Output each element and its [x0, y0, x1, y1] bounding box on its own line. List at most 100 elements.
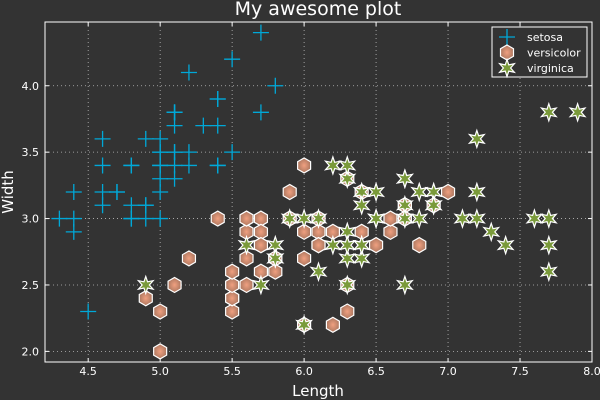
setosa-point	[152, 210, 169, 227]
setosa-point	[108, 184, 125, 200]
axis-ticks: 4.5 5.0 5.5 6.0 6.5 7.0 7.5 8.0 2.0 2.5 3.0 3.5 4.0	[22, 22, 600, 378]
virginica-point	[237, 234, 256, 256]
versicolor-point	[181, 250, 197, 267]
versicolor-point	[253, 236, 269, 254]
virginica-point	[352, 194, 371, 216]
versicolor-point	[383, 223, 398, 241]
setosa-point	[94, 157, 111, 174]
virginica-point	[338, 234, 357, 256]
chart-title: My awesome plot	[235, 0, 402, 20]
x-tick-label: 6.5	[367, 365, 385, 378]
plot-frame	[44, 21, 593, 363]
virginica-point	[496, 234, 515, 256]
x-axis-label: Length	[292, 382, 344, 400]
virginica-point	[338, 168, 357, 190]
setosa-point	[209, 91, 226, 108]
setosa-point	[224, 144, 241, 161]
versicolor-point	[225, 303, 240, 320]
y-tick-label: 4.0	[22, 80, 40, 93]
versicolor-point	[440, 183, 456, 201]
virginica-point	[568, 101, 587, 123]
setosa-point	[137, 130, 154, 147]
versicolor-point	[210, 210, 225, 227]
virginica-point	[136, 274, 155, 296]
virginica-point	[467, 208, 486, 229]
versicolor-point	[311, 236, 326, 254]
setosa-point	[209, 117, 226, 134]
y-tick-label: 2.5	[22, 279, 40, 292]
y-tick-label: 3.0	[22, 213, 40, 226]
versicolor-point	[239, 276, 254, 294]
versicolor-point	[297, 250, 312, 267]
virginica-point	[338, 248, 357, 269]
setosa-point	[94, 184, 111, 200]
virginica-point	[367, 208, 386, 229]
setosa-point	[65, 184, 82, 200]
y-tick-label: 2.0	[22, 345, 40, 358]
versicolor-point	[268, 263, 283, 280]
virginica-point	[251, 274, 270, 296]
versicolor-point	[297, 223, 312, 241]
legend-marker-virginica	[498, 57, 516, 79]
setosa-point	[123, 157, 140, 174]
setosa-point	[166, 104, 183, 121]
virginica-point	[410, 181, 429, 203]
versicolor-point	[412, 236, 427, 254]
setosa-point	[166, 157, 183, 174]
virginica-point	[539, 101, 558, 123]
setosa-point	[267, 77, 284, 94]
versicolor-point	[138, 290, 153, 307]
versicolor-point	[239, 210, 254, 227]
virginica-point	[266, 248, 285, 269]
setosa-point	[137, 197, 154, 214]
virginica-point	[395, 208, 414, 229]
setosa-point	[51, 210, 68, 227]
versicolor-point	[153, 303, 168, 320]
x-tick-label: 5.5	[223, 365, 241, 378]
x-tick-label: 7.5	[511, 365, 529, 378]
virginica-point	[395, 168, 414, 190]
versicolor-point	[368, 236, 384, 254]
versicolor-point	[225, 290, 240, 307]
setosa-point	[224, 51, 241, 68]
legend-label-setosa: setosa	[527, 31, 563, 44]
virginica-point	[467, 181, 486, 203]
setosa-point	[209, 157, 226, 174]
legend: setosa versicolor virginica	[491, 26, 588, 79]
setosa-point	[180, 64, 197, 81]
versicolor-point	[383, 210, 398, 227]
x-tick-label: 5.0	[151, 365, 169, 378]
series-setosa	[51, 24, 284, 320]
x-tick-label: 7.0	[439, 365, 457, 378]
virginica-point	[482, 221, 501, 243]
virginica-point	[309, 261, 328, 283]
virginica-point	[395, 274, 414, 296]
virginica-point	[539, 234, 558, 256]
virginica-point	[467, 128, 486, 150]
virginica-point	[424, 194, 443, 216]
versicolor-point	[297, 157, 312, 174]
setosa-point	[252, 24, 269, 41]
setosa-point	[80, 303, 97, 320]
setosa-point	[94, 130, 111, 147]
versicolor-point	[225, 263, 240, 280]
setosa-point	[252, 104, 269, 121]
virginica-point	[539, 261, 558, 283]
virginica-point	[280, 208, 299, 229]
y-axis-label: Width	[0, 170, 17, 214]
versicolor-point	[225, 276, 240, 294]
legend-marker-setosa	[499, 29, 515, 45]
versicolor-point	[239, 250, 254, 267]
data-points	[51, 24, 587, 360]
x-tick-label: 6.0	[295, 365, 313, 378]
virginica-point	[338, 274, 357, 296]
x-tick-label: 4.5	[79, 365, 97, 378]
setosa-point	[180, 157, 197, 174]
versicolor-point	[282, 183, 297, 201]
setosa-point	[152, 144, 169, 161]
setosa-point	[195, 117, 212, 134]
versicolor-point	[153, 343, 168, 360]
virginica-point	[295, 314, 314, 336]
legend-label-versicolor: versicolor	[527, 47, 581, 60]
